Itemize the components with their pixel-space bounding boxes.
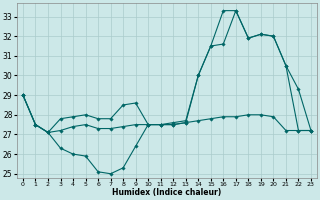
X-axis label: Humidex (Indice chaleur): Humidex (Indice chaleur) — [112, 188, 221, 197]
